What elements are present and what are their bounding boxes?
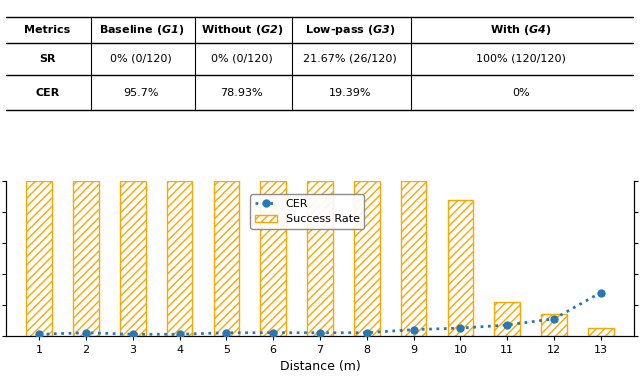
Text: 100% (120/120): 100% (120/120): [476, 54, 566, 64]
Bar: [494, 302, 520, 336]
Bar: [307, 181, 333, 336]
Text: Low-pass ($\bfit{G3}$): Low-pass ($\bfit{G3}$): [305, 23, 396, 37]
Text: With ($\bfit{G4}$): With ($\bfit{G4}$): [490, 23, 551, 37]
Text: 19.39%: 19.39%: [329, 88, 371, 98]
Bar: [401, 181, 426, 336]
Bar: [73, 181, 99, 336]
Text: Baseline ($\bfit{G1}$): Baseline ($\bfit{G1}$): [99, 23, 184, 37]
Bar: [541, 314, 567, 336]
Text: 0% (0/120): 0% (0/120): [110, 54, 172, 64]
Bar: [260, 181, 286, 336]
Bar: [588, 328, 614, 336]
Bar: [120, 181, 146, 336]
Bar: [166, 181, 193, 336]
Legend: CER, Success Rate: CER, Success Rate: [250, 195, 364, 229]
Text: 78.93%: 78.93%: [220, 88, 263, 98]
Text: 21.67% (26/120): 21.67% (26/120): [303, 54, 397, 64]
Text: CER: CER: [35, 88, 60, 98]
Bar: [214, 181, 239, 336]
Text: SR: SR: [39, 54, 56, 64]
X-axis label: Distance (m): Distance (m): [280, 361, 360, 373]
Text: Without ($\bfit{G2}$): Without ($\bfit{G2}$): [200, 23, 283, 37]
Text: 95.7%: 95.7%: [124, 88, 159, 98]
Text: 0% (0/120): 0% (0/120): [211, 54, 273, 64]
Text: 0%: 0%: [512, 88, 529, 98]
Bar: [354, 181, 380, 336]
Text: Metrics: Metrics: [24, 25, 70, 35]
Bar: [447, 200, 474, 336]
Bar: [26, 181, 52, 336]
